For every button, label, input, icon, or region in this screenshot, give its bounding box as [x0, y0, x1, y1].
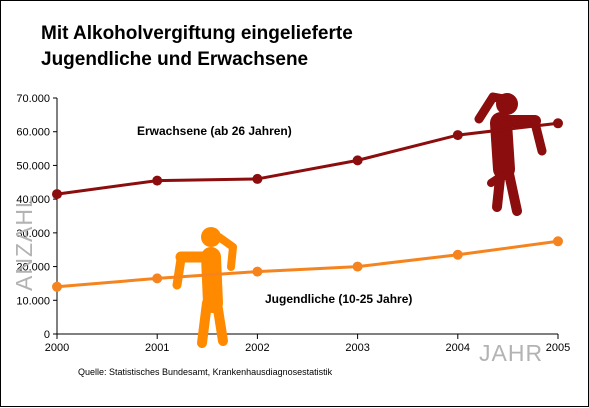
data-point — [52, 189, 62, 200]
x-axis-title: JAHR — [479, 340, 543, 366]
drunk-teen-figure-icon — [172, 227, 237, 348]
y-tick-label: 60.000 — [16, 127, 50, 139]
data-point — [452, 249, 463, 260]
data-point — [152, 273, 163, 284]
source-note: Quelle: Statistisches Bundesamt, Kranken… — [78, 367, 333, 377]
series-line-0 — [56, 121, 559, 196]
y-tick-label: 30.000 — [16, 228, 50, 240]
data-point — [553, 118, 563, 129]
x-tick-label: 2005 — [546, 342, 570, 354]
series-label-jugendliche: Jugendliche (10-25 Jahre) — [265, 292, 412, 306]
y-tick-label: 0 — [44, 329, 50, 341]
chart-title-line-1: Mit Alkoholvergiftung eingelieferte — [41, 23, 353, 44]
y-axis-title: ANZAHL — [11, 194, 37, 291]
data-point — [352, 261, 363, 272]
series-line-1 — [56, 239, 559, 289]
data-point — [452, 130, 463, 141]
y-tick-label: 50.000 — [16, 160, 50, 172]
data-point — [252, 266, 263, 277]
drunk-adult-figure-icon — [474, 92, 547, 216]
chart-title-line-2: Jugendliche und Erwachsene — [41, 49, 308, 70]
y-tick-label: 40.000 — [16, 194, 50, 206]
data-point — [152, 175, 163, 186]
data-point — [352, 155, 363, 166]
data-point — [52, 281, 62, 292]
x-tick-label: 2004 — [446, 342, 470, 354]
data-point — [553, 236, 563, 247]
y-tick-label: 20.000 — [16, 262, 50, 274]
x-tick-label: 2001 — [145, 342, 169, 354]
x-tick-label: 2003 — [345, 342, 369, 354]
series-label-erwachsene: Erwachsene (ab 26 Jahren) — [137, 124, 292, 138]
y-tick-label: 70.000 — [16, 93, 50, 105]
x-tick-label: 2002 — [245, 342, 269, 354]
data-point — [252, 173, 263, 184]
y-tick-label: 10.000 — [16, 295, 50, 307]
x-tick-label: 2000 — [45, 342, 69, 354]
